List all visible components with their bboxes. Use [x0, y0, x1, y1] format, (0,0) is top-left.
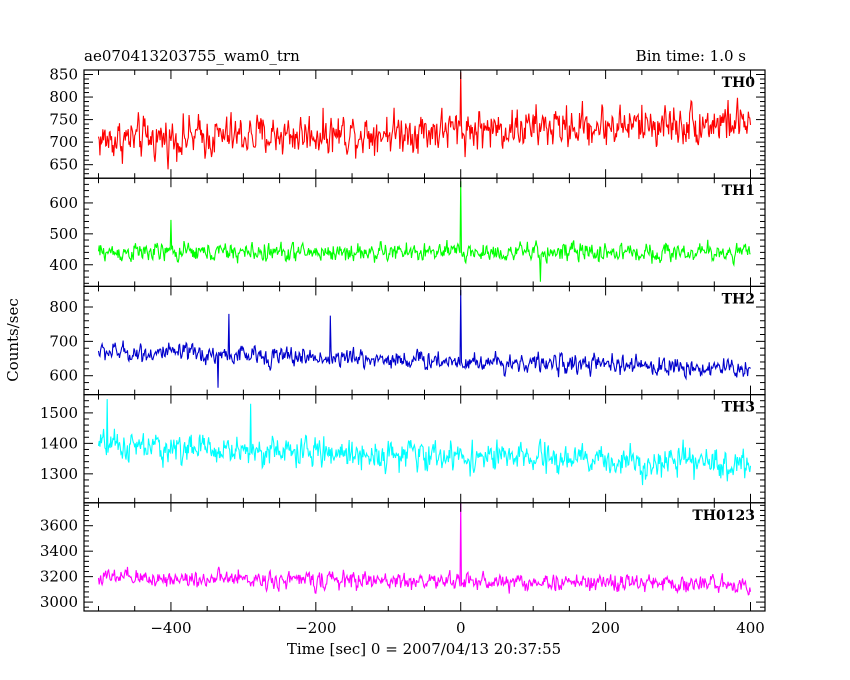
- x-tick-label: −400: [150, 619, 191, 637]
- light-curve-trace: [97, 181, 751, 282]
- light-curve-trace: [97, 289, 751, 388]
- panel-label-th0123: TH0123: [692, 508, 755, 524]
- y-tick-label: 700: [49, 133, 78, 151]
- panel-frame: [83, 177, 766, 287]
- panel-label-th2: TH2: [722, 291, 755, 307]
- observation-id: ae070413203755_wam0_trn: [84, 47, 300, 65]
- panel-label-th3: TH3: [722, 400, 755, 416]
- panels: 650 700 750 800 850 TH0 400 500 600 TH1 600 700 800 T…: [40, 66, 766, 637]
- y-axis-title: Counts/sec: [4, 298, 22, 382]
- light-curve-trace: [97, 502, 752, 596]
- y-tick-label: 400: [49, 256, 78, 274]
- y-tick-label: 650: [49, 156, 78, 174]
- y-tick-label: 3000: [40, 593, 78, 611]
- y-tick-label: 850: [49, 66, 78, 84]
- y-tick-label: 800: [49, 88, 78, 106]
- y-tick-label: 1400: [40, 434, 78, 452]
- y-tick-label: 600: [49, 194, 78, 212]
- y-tick-label: 700: [49, 332, 78, 350]
- y-tick-label: 1300: [40, 465, 78, 483]
- y-tick-label: 500: [49, 225, 78, 243]
- x-tick-label: 0: [456, 619, 466, 637]
- panel-th2: 600 700 800 TH2: [49, 285, 766, 396]
- panel-th0: 650 700 750 800 850 TH0: [49, 66, 766, 179]
- y-tick-label: 3400: [40, 542, 78, 560]
- y-tick-label: 800: [49, 298, 78, 316]
- panel-th0123: 3000 3200 3400 3600 TH0123: [40, 502, 766, 612]
- light-curve-trace: [97, 399, 752, 486]
- panel-th1: 400 500 600 TH1: [49, 177, 766, 287]
- panel-label-th0: TH0: [722, 75, 756, 91]
- x-tick-label: 400: [736, 619, 765, 637]
- bin-time-label: Bin time: 1.0 s: [636, 47, 746, 65]
- y-tick-label: 3600: [40, 517, 78, 535]
- x-tick-label: 200: [591, 619, 620, 637]
- panel-frame: [83, 285, 766, 396]
- light-curve-trace: [97, 72, 752, 170]
- y-tick-label: 750: [49, 111, 78, 129]
- y-tick-label: 1500: [40, 404, 78, 422]
- x-axis-title: Time [sec] 0 = 2007/04/13 20:37:55: [287, 640, 561, 658]
- panel-label-th1: TH1: [722, 183, 755, 199]
- y-tick-label: 3200: [40, 568, 78, 586]
- x-tick-label: −200: [295, 619, 336, 637]
- y-tick-label: 600: [49, 367, 78, 385]
- panel-th3: 1300 1400 1500 TH3: [40, 394, 766, 504]
- panel-frame: [83, 502, 766, 612]
